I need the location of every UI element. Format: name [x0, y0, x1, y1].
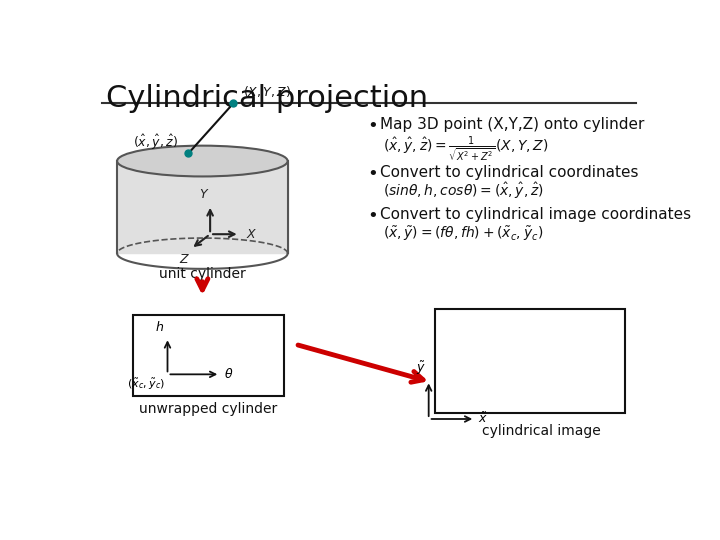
- Bar: [435, 309, 625, 413]
- Text: •: •: [367, 165, 378, 183]
- Text: $\tilde{y}$: $\tilde{y}$: [415, 360, 426, 377]
- Text: $(sin\theta, h, cos\theta) = (\hat{x}, \hat{y}, \hat{z})$: $(sin\theta, h, cos\theta) = (\hat{x}, \…: [383, 181, 544, 201]
- Text: Convert to cylindrical image coordinates: Convert to cylindrical image coordinates: [380, 207, 691, 222]
- Text: $Z$: $Z$: [179, 253, 190, 266]
- Text: unwrapped cylinder: unwrapped cylinder: [139, 402, 277, 416]
- Text: Convert to cylindrical coordinates: Convert to cylindrical coordinates: [380, 165, 639, 180]
- Text: $h$: $h$: [155, 320, 163, 334]
- Text: $(X, Y, Z)$: $(X, Y, Z)$: [243, 84, 291, 99]
- Text: $(\hat{x}, \hat{y}, \hat{z}) = \frac{1}{\sqrt{X^2+Z^2}}(X, Y, Z)$: $(\hat{x}, \hat{y}, \hat{z}) = \frac{1}{…: [383, 134, 549, 164]
- Text: unit cylinder: unit cylinder: [159, 267, 246, 281]
- Text: $(\tilde{x}, \tilde{y}) = (f\theta, fh) + (\tilde{x}_c, \tilde{y}_c)$: $(\tilde{x}, \tilde{y}) = (f\theta, fh) …: [383, 224, 544, 243]
- Text: cylindrical image: cylindrical image: [482, 424, 600, 438]
- Text: $(\tilde{x}_c, \tilde{y}_c)$: $(\tilde{x}_c, \tilde{y}_c)$: [127, 377, 165, 392]
- Text: $\tilde{x}$: $\tilde{x}$: [478, 412, 488, 426]
- Text: •: •: [367, 207, 378, 225]
- Bar: [132, 315, 284, 396]
- Text: $Y$: $Y$: [199, 188, 209, 201]
- Text: $X$: $X$: [246, 228, 257, 241]
- Polygon shape: [117, 161, 287, 253]
- Ellipse shape: [117, 146, 287, 177]
- Text: $\theta$: $\theta$: [224, 367, 233, 381]
- Text: Map 3D point (X,Y,Z) onto cylinder: Map 3D point (X,Y,Z) onto cylinder: [380, 117, 644, 132]
- Text: $(\hat{x}, \hat{y}, \hat{z})$: $(\hat{x}, \hat{y}, \hat{z})$: [133, 133, 179, 152]
- Text: Cylindrical projection: Cylindrical projection: [106, 84, 428, 113]
- Text: •: •: [367, 117, 378, 135]
